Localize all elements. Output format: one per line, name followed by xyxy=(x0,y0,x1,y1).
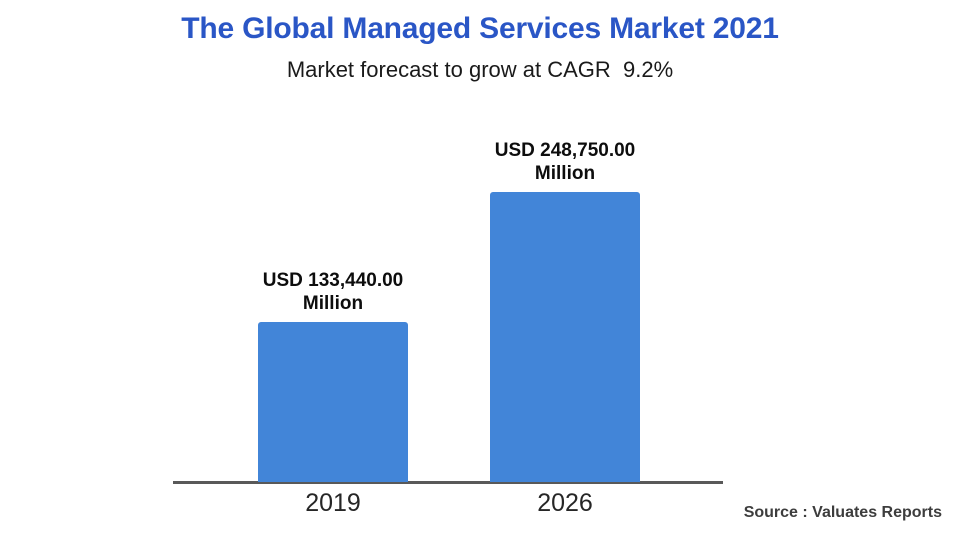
source-attribution: Source : Valuates Reports xyxy=(743,504,942,521)
bar-2026 xyxy=(490,192,640,482)
bar-data-label-2026: USD 248,750.00 Million xyxy=(494,139,636,184)
bar-data-label-2019: USD 133,440.00 Million xyxy=(262,269,404,314)
chart-subtitle: Market forecast to grow at CAGR 9.2% xyxy=(286,57,674,82)
x-axis-tick-label-2019: 2019 xyxy=(305,489,361,517)
page-title: The Global Managed Services Market 2021 xyxy=(181,12,779,45)
x-axis-tick-label-2026: 2026 xyxy=(537,489,593,517)
bar-2019 xyxy=(258,322,408,482)
x-axis-line xyxy=(173,481,723,484)
